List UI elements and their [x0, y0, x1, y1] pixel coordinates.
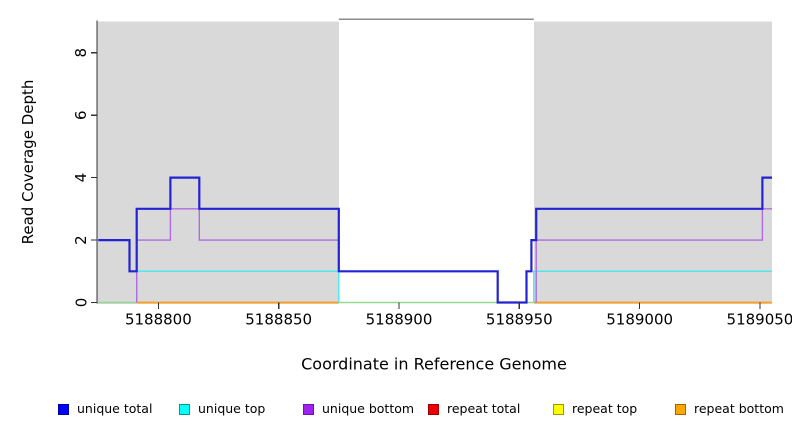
series-unique-top	[533, 270, 772, 303]
legend-item-unique-total: unique total	[58, 400, 152, 418]
y-axis-title: Read Coverage Depth	[19, 79, 37, 245]
legend-swatch-icon	[58, 403, 69, 415]
legend-item-repeat-bottom: repeat bottom	[675, 400, 784, 418]
legend-item-repeat-top: repeat top	[553, 400, 637, 418]
legend-label: unique top	[198, 401, 266, 416]
x-tick-label: 5188950	[486, 311, 553, 329]
x-tick-label: 5189050	[727, 311, 792, 329]
legend-swatch-icon	[428, 403, 439, 415]
x-tick-label: 5189000	[606, 311, 673, 329]
shaded-region-left	[97, 21, 339, 304]
series-unique-bottom	[535, 208, 772, 303]
x-tick-label: 5188800	[125, 311, 192, 329]
x-tick-label: 5188850	[245, 311, 312, 329]
legend-label: unique bottom	[322, 401, 415, 416]
legend-label: repeat total	[447, 401, 521, 416]
x-axis-title: Coordinate in Reference Genome	[301, 354, 567, 374]
legend-label: repeat top	[572, 401, 638, 416]
legend-swatch-icon	[675, 403, 686, 415]
legend-item-unique-bottom: unique bottom	[303, 400, 414, 418]
legend-swatch-icon	[303, 403, 314, 415]
legend-swatch-icon	[179, 403, 190, 415]
y-tick-label: 0	[72, 298, 90, 308]
legend-item-unique-top: unique top	[179, 400, 265, 418]
unshaded-gap	[338, 21, 534, 304]
legend-label: unique total	[77, 401, 153, 416]
x-tick-label: 5188900	[366, 311, 433, 329]
legend: unique total unique top unique bottom repea…	[0, 400, 792, 420]
legend-swatch-icon	[553, 403, 564, 415]
legend-item-repeat-total: repeat total	[428, 400, 520, 418]
legend-label: repeat bottom	[694, 401, 784, 416]
series-unique-total	[98, 176, 772, 304]
y-tick-label: 6	[72, 110, 90, 120]
y-tick-label: 8	[72, 48, 90, 58]
y-tick-label: 4	[72, 173, 90, 183]
shaded-region-right	[533, 21, 772, 304]
y-tick-label: 2	[72, 235, 90, 245]
